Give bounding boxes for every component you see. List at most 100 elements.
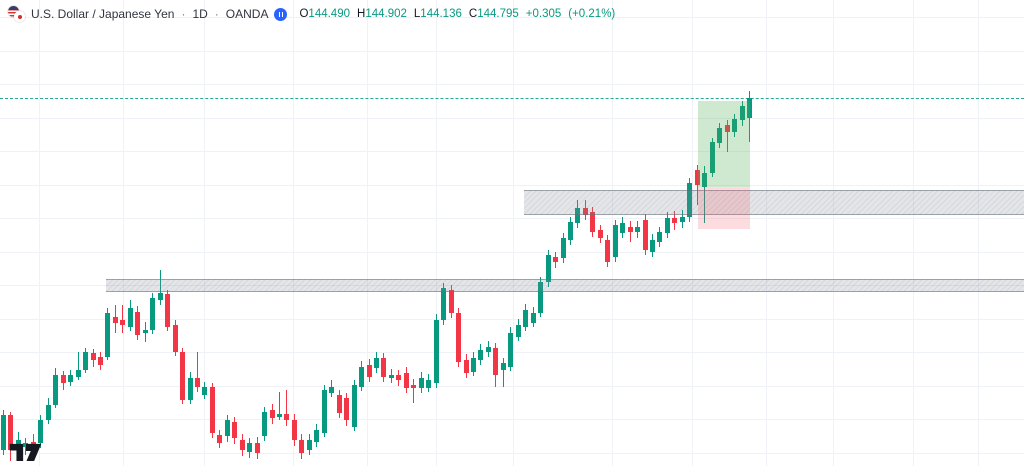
candle <box>478 349 484 361</box>
candle <box>15 439 21 446</box>
candle <box>30 441 36 446</box>
exchange-label[interactable]: OANDA <box>225 7 269 21</box>
candle <box>262 412 268 437</box>
candle <box>403 372 409 389</box>
candle <box>60 374 66 383</box>
candle <box>8 414 14 450</box>
horizontal-gridline <box>0 184 1024 186</box>
vertical-gridline <box>766 0 767 466</box>
candle <box>23 443 29 448</box>
candle <box>172 325 178 352</box>
market-status-icon[interactable] <box>274 7 288 21</box>
candle <box>150 297 156 330</box>
timeframe-label[interactable]: 1D <box>192 7 208 21</box>
tradingview-logo[interactable] <box>9 441 43 462</box>
candle <box>545 254 551 283</box>
horizontal-gridline <box>0 84 1024 85</box>
candle <box>530 313 536 324</box>
candle <box>597 230 603 239</box>
candle <box>702 173 708 188</box>
candle <box>351 384 357 428</box>
vertical-gridline <box>293 0 294 466</box>
candle <box>202 386 208 395</box>
candle <box>732 118 738 133</box>
demand-zone-lower-rectangle[interactable] <box>106 278 1024 293</box>
horizontal-gridline <box>0 117 1024 119</box>
vertical-gridline <box>39 0 40 466</box>
candle-wick <box>122 305 124 334</box>
candle <box>635 226 641 233</box>
horizontal-gridline <box>0 452 1024 454</box>
candle-wick <box>696 165 698 206</box>
candle <box>366 364 372 377</box>
horizontal-gridline <box>0 385 1024 387</box>
candle <box>627 226 633 233</box>
candle <box>359 366 365 387</box>
candle <box>68 374 74 383</box>
horizontal-gridline <box>0 50 1024 52</box>
horizontal-gridline <box>0 218 1024 219</box>
candle <box>269 410 275 419</box>
candle <box>314 429 320 442</box>
candle <box>448 289 454 314</box>
candle <box>187 378 193 401</box>
candle <box>650 240 656 253</box>
long-position-profit-zone[interactable] <box>698 100 750 188</box>
supply-zone-upper-rectangle[interactable] <box>524 189 1024 216</box>
open-value: O144.490 <box>299 8 350 20</box>
candle-wick <box>196 352 198 393</box>
candle <box>560 238 566 259</box>
candle <box>344 398 350 420</box>
change-percent-value: (+0.21%) <box>568 8 616 20</box>
close-value: C144.795 <box>468 8 519 20</box>
symbol-title[interactable]: U.S. Dollar / Japanese Yen <box>31 7 175 21</box>
candle <box>739 106 745 121</box>
candle <box>239 439 245 450</box>
candle <box>426 380 432 389</box>
candle <box>463 360 469 373</box>
candle <box>538 282 544 314</box>
title-separator: · <box>214 7 219 21</box>
candle <box>284 414 290 420</box>
candle <box>388 374 394 379</box>
candle <box>381 358 387 377</box>
vertical-gridline <box>436 0 437 466</box>
candle <box>329 386 335 393</box>
candle <box>515 325 521 338</box>
candle <box>575 207 581 223</box>
candle <box>217 435 223 444</box>
candle <box>105 313 111 357</box>
candle <box>83 352 89 371</box>
candle <box>523 309 529 328</box>
vertical-gridline <box>123 0 124 466</box>
candle-wick <box>413 378 415 403</box>
candle <box>157 293 163 300</box>
candle-wick <box>726 120 728 152</box>
long-position-loss-zone[interactable] <box>698 187 750 229</box>
candle <box>90 352 96 361</box>
japan-flag-icon <box>14 11 25 22</box>
candle <box>142 329 148 333</box>
candle <box>277 414 283 417</box>
vertical-gridline <box>612 0 613 466</box>
candle <box>493 347 499 375</box>
candle <box>291 419 297 440</box>
vertical-gridline <box>692 0 693 466</box>
horizontal-gridline <box>0 285 1024 286</box>
vertical-gridline <box>978 0 979 466</box>
candle <box>209 386 215 434</box>
ohlc-readout: O144.490 H144.902 L144.136 C144.795 +0.3… <box>299 8 615 20</box>
candle <box>165 293 171 328</box>
candle <box>620 222 626 233</box>
candle <box>657 232 663 243</box>
candle <box>396 374 402 381</box>
candle-wick <box>77 352 79 381</box>
candle <box>709 142 715 174</box>
candle <box>120 319 126 326</box>
candle <box>694 169 700 186</box>
candle <box>232 421 238 438</box>
candle <box>567 222 573 241</box>
candle <box>306 439 312 450</box>
symbol-info-bar: U.S. Dollar / Japanese Yen · 1D · OANDA … <box>8 6 615 22</box>
